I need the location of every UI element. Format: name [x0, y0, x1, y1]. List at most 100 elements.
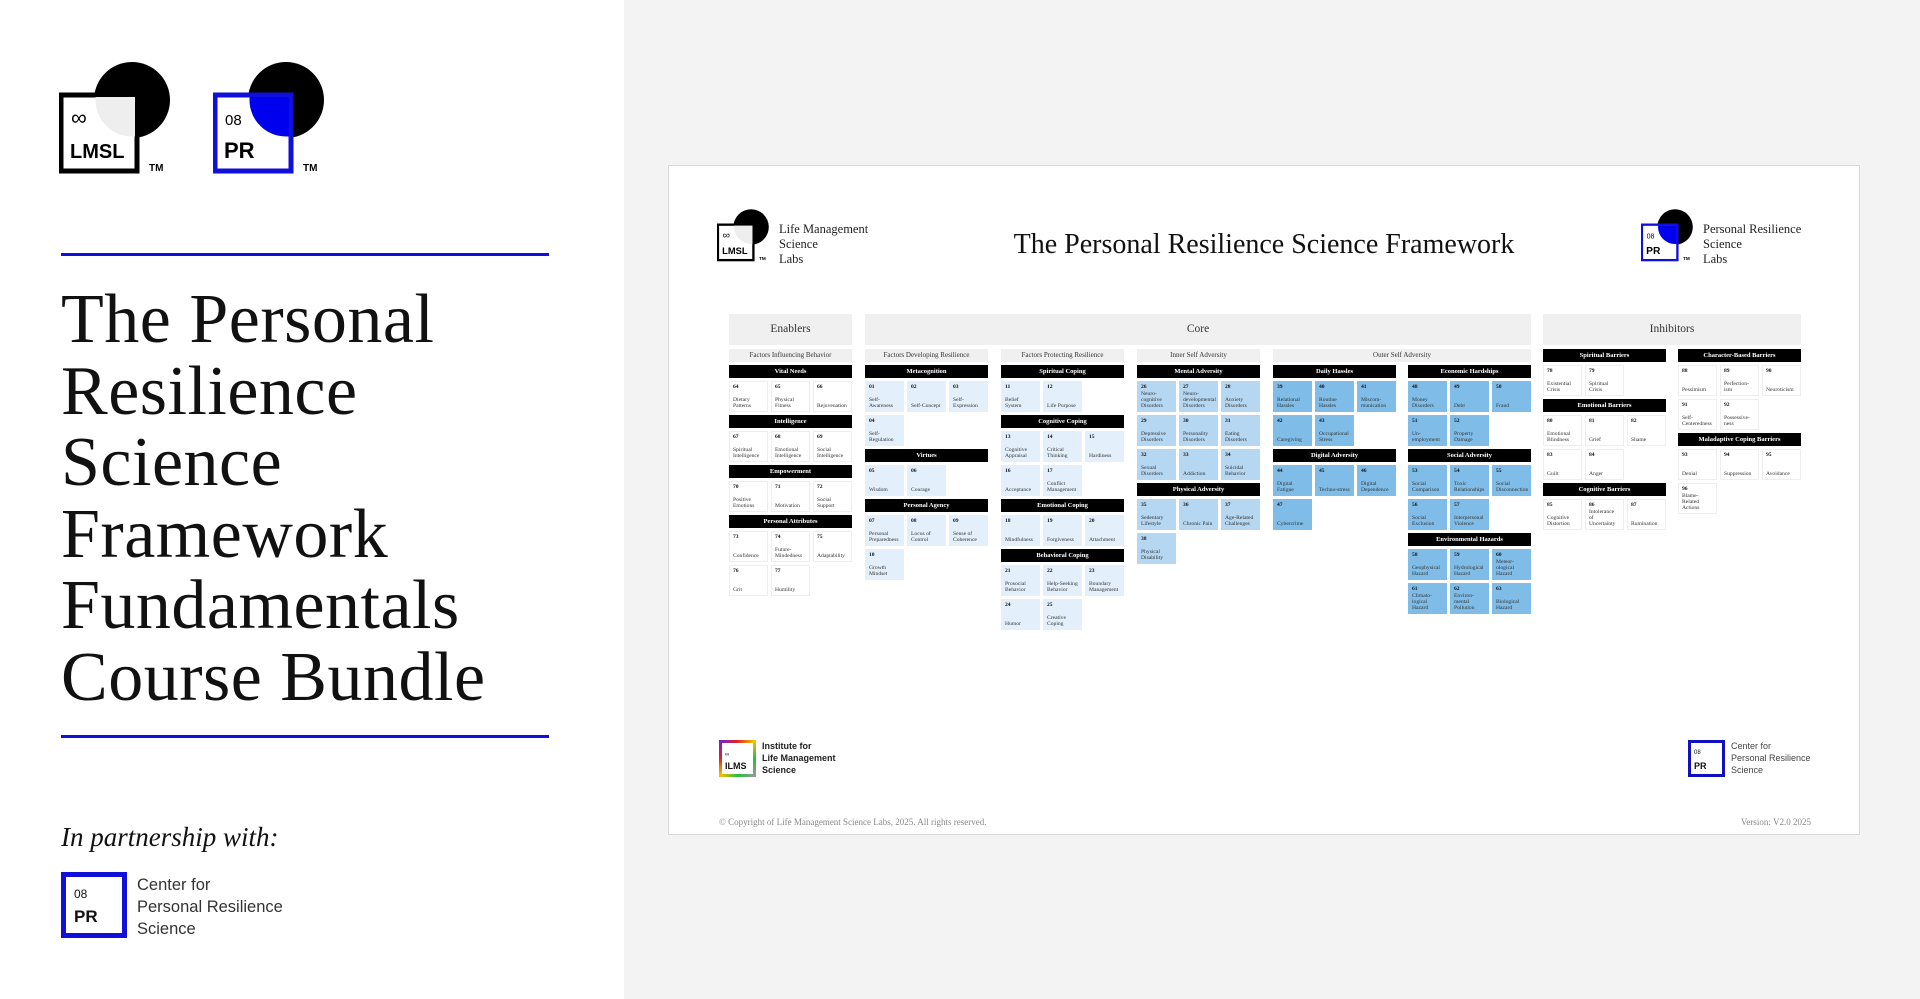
factor-cell[interactable]: 24 Humor: [1001, 599, 1040, 630]
factor-number: 25: [1047, 602, 1053, 608]
factor-cell[interactable]: 57 Interpersonal Violence: [1450, 499, 1489, 530]
factor-cell[interactable]: 52 Property Damage: [1450, 415, 1489, 446]
factor-cell[interactable]: 45 Techno-stress: [1315, 465, 1354, 496]
factor-cell[interactable]: 34 Suicidal Behavior: [1221, 449, 1260, 480]
factor-cell[interactable]: 53 Social Comparison: [1408, 465, 1447, 496]
factor-cell[interactable]: 93 Denial: [1678, 449, 1717, 480]
factor-cell[interactable]: 49 Debt: [1450, 381, 1489, 412]
factor-cell[interactable]: 26 Neuro-cognitive Disorders: [1137, 381, 1176, 412]
factor-cell[interactable]: 78 Existential Crisis: [1543, 365, 1582, 396]
factor-cell[interactable]: 40 Routine Hassles: [1315, 381, 1354, 412]
factor-cell[interactable]: 70 Positive Emotions: [729, 481, 768, 512]
factor-cell[interactable]: 68 Emotional Intelligence: [771, 431, 810, 462]
factor-cell[interactable]: 01 Self-Awareness: [865, 381, 904, 412]
factor-cell[interactable]: 75 Adaptability: [813, 531, 852, 562]
factor-cell[interactable]: 10 Growth Mindset: [865, 549, 904, 580]
factor-cell[interactable]: 47 Cybercrime: [1273, 499, 1312, 530]
factor-cell[interactable]: 05 Wisdom: [865, 465, 904, 496]
name-line: Life Management: [779, 222, 869, 236]
factor-cell[interactable]: 94 Suppression: [1720, 449, 1759, 480]
factor-cell[interactable]: 64 Dietary Patterns: [729, 381, 768, 412]
factor-cell[interactable]: 90 Neuroticism: [1762, 365, 1801, 396]
factor-cell[interactable]: 29 Depressive Disorders: [1137, 415, 1176, 446]
factor-cell[interactable]: 88 Pessimism: [1678, 365, 1717, 396]
factor-cell[interactable]: 51 Un-employment: [1408, 415, 1447, 446]
factor-cell[interactable]: 76 Grit: [729, 565, 768, 596]
factor-cell[interactable]: 69 Social Intelligence: [813, 431, 852, 462]
factor-cell[interactable]: 06 Courage: [907, 465, 946, 496]
factor-cell[interactable]: 19 Forgiveness: [1043, 515, 1082, 546]
factor-cell[interactable]: 46 Digital Dependence: [1357, 465, 1396, 496]
factor-cell[interactable]: 58 Geophysical Hazard: [1408, 549, 1447, 580]
factor-cell[interactable]: 74 Future-Mindedness: [771, 531, 810, 562]
factor-cell[interactable]: 59 Hydrological Hazard: [1450, 549, 1489, 580]
factor-cell[interactable]: 96 Blame-Related Actions: [1678, 483, 1717, 514]
factor-cell[interactable]: 91 Self-Centeredness: [1678, 399, 1717, 430]
factor-cell[interactable]: 15 Hardiness: [1085, 431, 1124, 462]
factor-cell[interactable]: 09 Sense of Coherence: [949, 515, 988, 546]
factor-cell[interactable]: 48 Money Disorders: [1408, 381, 1447, 412]
factor-cell[interactable]: 37 Age-Related Challenges: [1221, 499, 1260, 530]
factor-cell[interactable]: 55 Social Disconnection: [1492, 465, 1531, 496]
factor-cell[interactable]: 81 Grief: [1585, 415, 1624, 446]
factor-cell[interactable]: 36 Chronic Pain: [1179, 499, 1218, 530]
factor-cell[interactable]: 18 Mindfulness: [1001, 515, 1040, 546]
factor-cell[interactable]: 12 Life Purpose: [1043, 381, 1082, 412]
factor-cell[interactable]: 03 Self-Expression: [949, 381, 988, 412]
factor-cell[interactable]: 63 Biological Hazard: [1492, 583, 1531, 614]
factor-cell[interactable]: 27 Neuro-developmental Disorders: [1179, 381, 1218, 412]
factor-cell[interactable]: 72 Social Support: [813, 481, 852, 512]
factor-cell[interactable]: 42 Caregiving: [1273, 415, 1312, 446]
factor-cell[interactable]: 60 Meteor-ological Hazard: [1492, 549, 1531, 580]
factor-cell[interactable]: 83 Guilt: [1543, 449, 1582, 480]
factor-cell[interactable]: 11 Belief System: [1001, 381, 1040, 412]
factor-cell[interactable]: 67 Spiritual Intelligence: [729, 431, 768, 462]
factor-cell[interactable]: 77 Humility: [771, 565, 810, 596]
factor-cell[interactable]: 92 Possessive-ness: [1720, 399, 1759, 430]
factor-cell[interactable]: 44 Digital Fatigue: [1273, 465, 1312, 496]
factor-cell[interactable]: 21 Prosocial Behavior: [1001, 565, 1040, 596]
factor-cell[interactable]: 86 Intolerance of Uncertainty: [1585, 499, 1624, 530]
factor-cell[interactable]: 38 Physical Disability: [1137, 533, 1176, 564]
factor-cell[interactable]: 17 Conflict Management: [1043, 465, 1082, 496]
factor-cell[interactable]: 82 Shame: [1627, 415, 1666, 446]
factor-cell[interactable]: 23 Boundary Management: [1085, 565, 1124, 596]
factor-cell[interactable]: 50 Fraud: [1492, 381, 1531, 412]
factor-number: 48: [1412, 384, 1418, 390]
factor-cell[interactable]: 71 Motivation: [771, 481, 810, 512]
factor-cell[interactable]: 66 Rejuvenation: [813, 381, 852, 412]
factor-cell[interactable]: 85 Cognitive Distortion: [1543, 499, 1582, 530]
factor-cell[interactable]: 62 Environ-mental Pollution: [1450, 583, 1489, 614]
factor-cell[interactable]: 87 Rumination: [1627, 499, 1666, 530]
factor-cell[interactable]: 56 Social Exclusion: [1408, 499, 1447, 530]
factor-cell[interactable]: 35 Sedentary Lifestyle: [1137, 499, 1176, 530]
factor-cell[interactable]: 04 Self-Regulation: [865, 415, 904, 446]
factor-cell[interactable]: 20 Attachment: [1085, 515, 1124, 546]
factor-cell[interactable]: 84 Anger: [1585, 449, 1624, 480]
factor-cell[interactable]: 08 Locus of Control: [907, 515, 946, 546]
factor-cell[interactable]: 54 Toxic Relationships: [1450, 465, 1489, 496]
factor-cell[interactable]: 07 Personal Preparedness: [865, 515, 904, 546]
factor-cell[interactable]: 32 Sexual Disorders: [1137, 449, 1176, 480]
factor-cell[interactable]: 25 Creative Coping: [1043, 599, 1082, 630]
factor-cell[interactable]: 31 Eating Disorders: [1221, 415, 1260, 446]
factor-cell[interactable]: 61 Climato-logical Hazard: [1408, 583, 1447, 614]
factor-cell[interactable]: 39 Relational Hassles: [1273, 381, 1312, 412]
factor-cell[interactable]: 80 Emotional Blindness: [1543, 415, 1582, 446]
factor-cell[interactable]: 95 Avoidance: [1762, 449, 1801, 480]
factor-cell[interactable]: 30 Personality Disorders: [1179, 415, 1218, 446]
factor-cell[interactable]: 16 Acceptance: [1001, 465, 1040, 496]
factor-cell[interactable]: 28 Anxiety Disorders: [1221, 381, 1260, 412]
column: Daily Hassles 39 Relational Hassles 40 Routi…: [1273, 365, 1396, 617]
factor-cell[interactable]: 22 Help-Seeking Behavior: [1043, 565, 1082, 596]
factor-cell[interactable]: 79 Spiritual Crisis: [1585, 365, 1624, 396]
factor-cell[interactable]: 65 Physical Fitness: [771, 381, 810, 412]
factor-cell[interactable]: 43 Occupational Stress: [1315, 415, 1354, 446]
factor-cell[interactable]: 89 Perfection-ism: [1720, 365, 1759, 396]
factor-cell[interactable]: 02 Self-Concept: [907, 381, 946, 412]
factor-cell[interactable]: 41 Miscom-munication: [1357, 381, 1396, 412]
factor-cell[interactable]: 33 Addiction: [1179, 449, 1218, 480]
factor-cell[interactable]: 73 Confidence: [729, 531, 768, 562]
factor-cell[interactable]: 13 Cognitive Appraisal: [1001, 431, 1040, 462]
factor-cell[interactable]: 14 Critical Thinking: [1043, 431, 1082, 462]
